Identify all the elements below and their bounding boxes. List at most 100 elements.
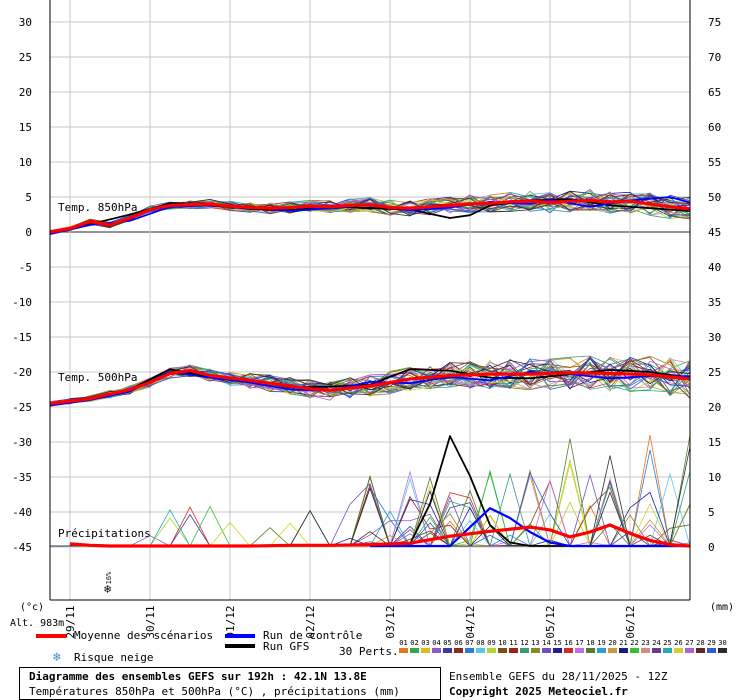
y-left-tick: 10 — [19, 156, 32, 169]
gfs-line-precip — [369, 435, 690, 547]
pert-number: 04 — [432, 639, 441, 647]
y-left-tick: -45 — [12, 541, 32, 554]
pert-color-swatch — [630, 648, 639, 653]
y-right-unit: (mm) — [710, 602, 734, 613]
legend-control-swatch — [225, 634, 255, 638]
footer-copyright: Copyright 2025 Meteociel.fr — [449, 685, 628, 698]
pert-color-swatch — [498, 648, 507, 653]
pert-color-swatch — [674, 648, 683, 653]
x-tick-label: 30/11 — [144, 605, 157, 638]
panel-label-precip: Précipitations — [58, 527, 151, 540]
chart-grid — [50, 0, 690, 600]
y-left-unit: (°c) — [20, 602, 44, 613]
pert-color-swatch — [564, 648, 573, 653]
pert-color-swatch — [531, 648, 540, 653]
y-right-tick: 10 — [708, 471, 721, 484]
pert-number: 01 — [399, 639, 408, 647]
y-right-tick: 50 — [708, 191, 721, 204]
y-left-tick: -40 — [12, 506, 32, 519]
x-tick-label: 06/12 — [624, 605, 637, 638]
y-right-tick: 60 — [708, 121, 721, 134]
pert-number: 12 — [520, 639, 529, 647]
pert-color-swatch — [432, 648, 441, 653]
pert-number: 02 — [410, 639, 419, 647]
pert-color-swatch — [696, 648, 705, 653]
altitude-label: Alt. 983m — [10, 618, 64, 629]
legend-snow-label: Risque neige — [74, 651, 154, 664]
y-right-tick: 30 — [708, 331, 721, 344]
y-left-tick: 5 — [25, 191, 32, 204]
pert-color-swatch — [608, 648, 617, 653]
y-right-tick: 0 — [708, 541, 715, 554]
pert-color-swatch — [652, 648, 661, 653]
pert-color-swatch — [454, 648, 463, 653]
y-right-tick: 35 — [708, 296, 721, 309]
legend-control-label: Run de contrôle — [263, 629, 363, 642]
pert-color-swatch — [487, 648, 496, 653]
legend-gfs-label: Run GFS — [263, 640, 310, 653]
perturbation-legend: 01 02 03 04 05 06 07 08 09 10 11 12 13 14 15 16 17 18 19 20… — [399, 639, 732, 659]
y-left-tick: -30 — [12, 436, 32, 449]
pert-number: 30 — [718, 639, 727, 647]
pert-color-swatch — [520, 648, 529, 653]
pert-color-swatch — [410, 648, 419, 653]
main-series — [49, 196, 691, 548]
y-right-tick: 20 — [708, 401, 721, 414]
legend-mean-label: Moyenne des scénarios — [74, 629, 214, 642]
pert-line-t500 — [49, 358, 691, 404]
chart-axes — [49, 0, 691, 601]
pert-number: 28 — [696, 639, 705, 647]
y-left-tick: -10 — [12, 296, 32, 309]
pert-color-swatch — [619, 648, 628, 653]
legend-gfs-swatch — [225, 644, 255, 648]
pert-color-swatch — [707, 648, 716, 653]
pert-number: 07 — [465, 639, 474, 647]
control-line-precip — [370, 507, 690, 548]
pert-color-swatch — [575, 648, 584, 653]
pert-number: 22 — [630, 639, 639, 647]
pert-color-swatch — [421, 648, 430, 653]
snow-risk-icon: ❄ — [104, 582, 111, 596]
footer-title-box: Diagramme des ensembles GEFS sur 192h : … — [19, 667, 441, 700]
y-right-tick: 45 — [708, 226, 721, 239]
legend-mean-swatch — [36, 634, 66, 638]
y-right-tick: 75 — [708, 16, 721, 29]
y-right-tick: 25 — [708, 366, 721, 379]
pert-number: 17 — [575, 639, 584, 647]
perts-label: 30 Perts. — [339, 645, 399, 658]
pert-color-swatch — [718, 648, 727, 653]
pert-number: 03 — [421, 639, 430, 647]
y-right-tick: 65 — [708, 86, 721, 99]
pert-number: 14 — [542, 639, 551, 647]
footer-title: Diagramme des ensembles GEFS sur 192h : … — [29, 670, 367, 683]
pert-number: 23 — [641, 639, 650, 647]
snow-risk-label: 16% — [105, 571, 113, 584]
footer-run-info: Ensemble GEFS du 28/11/2025 - 12Z — [449, 670, 668, 683]
pert-number: 06 — [454, 639, 463, 647]
x-tick-label: 01/12 — [224, 605, 237, 638]
y-left-tick: 25 — [19, 51, 32, 64]
pert-line-t850 — [49, 189, 691, 234]
perturbation-lines — [49, 189, 691, 548]
mean-line-precip — [69, 523, 691, 548]
y-left-tick: -20 — [12, 366, 32, 379]
pert-color-swatch — [443, 648, 452, 653]
pert-color-swatch — [586, 648, 595, 653]
y-left-tick: -35 — [12, 471, 32, 484]
y-left-tick: 0 — [25, 226, 32, 239]
pert-number: 29 — [707, 639, 716, 647]
pert-number: 27 — [685, 639, 694, 647]
pert-number: 10 — [498, 639, 507, 647]
pert-color-swatch — [685, 648, 694, 653]
y-right-tick: 15 — [708, 436, 721, 449]
pert-number: 24 — [652, 639, 661, 647]
footer-subtitle: Températures 850hPa et 500hPa (°C) , pré… — [29, 685, 400, 698]
snowflake-icon: ❄ — [53, 650, 61, 665]
x-tick-label: 03/12 — [384, 605, 397, 638]
pert-color-swatch — [509, 648, 518, 653]
x-tick-label: 02/12 — [304, 605, 317, 638]
y-right-tick: 5 — [708, 506, 715, 519]
pert-color-swatch — [641, 648, 650, 653]
